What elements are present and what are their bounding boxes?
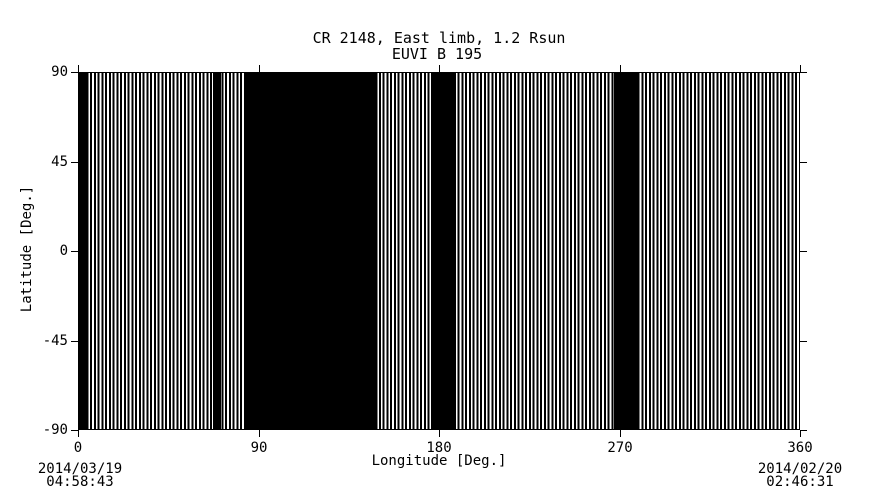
chart-title: CR 2148, East limb, 1.2 Rsun — [312, 29, 566, 47]
end-date-annotation: 2014/02/20 02:46:31 — [757, 461, 843, 490]
y-tick-mark — [71, 162, 78, 163]
y-tick-label: 0 — [59, 243, 68, 259]
y-tick-mark — [71, 251, 78, 252]
coverage-band — [431, 73, 455, 429]
x-tick-mark — [620, 430, 621, 437]
x-axis-label: Longitude [Deg.] — [371, 453, 507, 469]
y-tick-mark — [71, 72, 78, 73]
x-tick-label: 270 — [607, 440, 633, 456]
y-tick-mark-right — [800, 430, 807, 431]
y-tick-mark-right — [800, 72, 807, 73]
y-tick-label: -90 — [42, 422, 68, 438]
x-tick-mark-top — [800, 65, 801, 72]
start-time: 04:58:43 — [46, 474, 114, 490]
x-tick-mark-top — [439, 65, 440, 72]
end-time: 02:46:31 — [766, 474, 834, 490]
x-tick-label: 0 — [73, 440, 83, 456]
y-tick-mark — [71, 430, 78, 431]
coverage-band — [244, 73, 378, 429]
x-tick-mark-top — [620, 65, 621, 72]
x-tick-label: 180 — [426, 440, 452, 456]
end-date: 2014/02/20 — [757, 461, 843, 477]
coverage-band — [79, 73, 87, 429]
coverage-band — [614, 73, 640, 429]
x-tick-label: 360 — [787, 440, 813, 456]
y-tick-label: 90 — [51, 64, 68, 80]
y-tick-label: -45 — [42, 333, 68, 349]
x-tick-mark — [259, 430, 260, 437]
x-tick-mark — [78, 430, 79, 437]
x-tick-label: 90 — [250, 440, 268, 456]
x-tick-mark — [800, 430, 801, 437]
x-tick-mark — [439, 430, 440, 437]
x-tick-mark-top — [78, 65, 79, 72]
plot-area — [78, 72, 800, 430]
coverage-band — [212, 73, 221, 429]
chart-subtitle: EUVI B 195 — [391, 45, 483, 63]
y-tick-mark-right — [800, 341, 807, 342]
y-tick-label: 45 — [51, 154, 68, 170]
y-tick-mark-right — [800, 251, 807, 252]
y-tick-mark-right — [800, 162, 807, 163]
y-axis-label: Latitude [Deg.] — [19, 185, 35, 313]
start-date-annotation: 2014/03/19 04:58:43 — [37, 461, 123, 490]
start-date: 2014/03/19 — [37, 461, 123, 477]
x-tick-mark-top — [259, 65, 260, 72]
y-tick-mark — [71, 341, 78, 342]
